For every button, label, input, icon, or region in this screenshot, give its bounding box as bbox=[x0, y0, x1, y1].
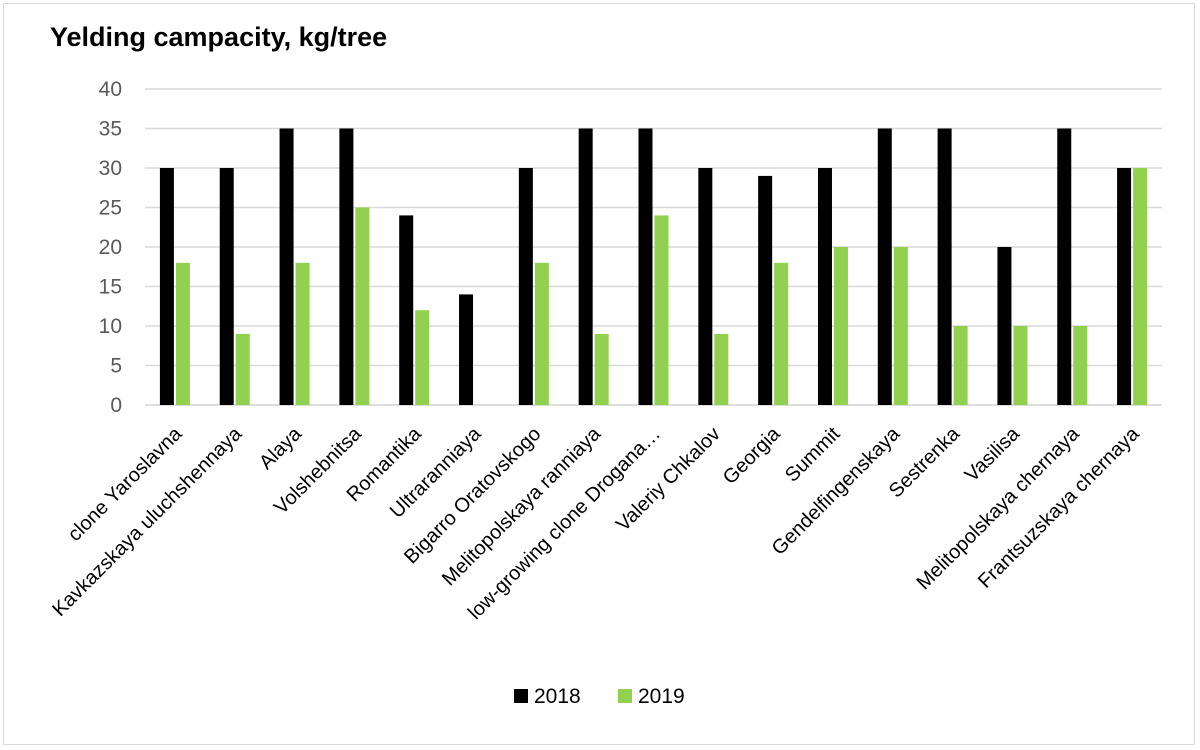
bar-2018-9 bbox=[638, 128, 653, 405]
bar-2019-9 bbox=[654, 215, 669, 405]
bar-2018-4 bbox=[339, 128, 354, 405]
bar-2018-8 bbox=[578, 128, 593, 405]
bar-2019-17 bbox=[1133, 168, 1148, 405]
legend-label-2019: 2019 bbox=[638, 685, 685, 708]
bar-2018-5 bbox=[399, 215, 414, 405]
legend-label-2018: 2018 bbox=[534, 685, 581, 708]
legend: 2018 2019 bbox=[514, 685, 685, 708]
bar-2018-17 bbox=[1117, 168, 1132, 405]
y-tick-label: 20 bbox=[99, 236, 122, 259]
y-tick-label: 25 bbox=[99, 197, 122, 220]
bar-2019-13 bbox=[893, 247, 908, 405]
bar-2019-11 bbox=[774, 262, 789, 405]
bar-2018-14 bbox=[937, 128, 952, 405]
gridlines bbox=[145, 88, 1162, 406]
bar-2019-4 bbox=[355, 207, 370, 405]
bar-2018-6 bbox=[459, 294, 474, 405]
bar-2018-16 bbox=[1057, 128, 1072, 405]
y-tick-label: 10 bbox=[99, 315, 122, 338]
bar-2019-8 bbox=[594, 333, 609, 405]
y-tick-label: 15 bbox=[99, 276, 122, 299]
legend-swatch-2019 bbox=[618, 689, 632, 703]
bar-2019-12 bbox=[833, 247, 848, 405]
bar-2019-10 bbox=[714, 333, 729, 405]
bar-2019-7 bbox=[534, 262, 549, 405]
bar-2018-12 bbox=[817, 168, 832, 405]
bar-2018-15 bbox=[997, 247, 1012, 405]
x-tick-label: Georgia bbox=[719, 422, 785, 488]
bar-2018-3 bbox=[279, 128, 294, 405]
bars bbox=[159, 128, 1148, 405]
y-tick-label: 5 bbox=[110, 355, 122, 378]
bar-2019-15 bbox=[1013, 326, 1028, 405]
bar-2018-7 bbox=[518, 168, 533, 405]
y-tick-label: 40 bbox=[99, 78, 122, 101]
y-axis: 0 5 10 15 20 25 30 35 40 bbox=[99, 78, 122, 417]
bar-2018-13 bbox=[877, 128, 892, 405]
bar-2019-14 bbox=[953, 326, 968, 405]
x-tick-label: Alaya bbox=[255, 422, 307, 474]
bar-2018-2 bbox=[219, 168, 234, 405]
y-tick-label: 0 bbox=[110, 394, 122, 417]
y-tick-label: 35 bbox=[99, 118, 122, 141]
y-tick-label: 30 bbox=[99, 157, 122, 180]
bar-2018-11 bbox=[758, 175, 773, 405]
bar-2019-16 bbox=[1073, 326, 1088, 405]
x-tick-label: Valeriy Chkalov bbox=[612, 423, 725, 536]
bar-2019-2 bbox=[235, 333, 250, 405]
bar-2018-1 bbox=[159, 168, 174, 405]
chart-title: Yelding campacity, kg/tree bbox=[50, 22, 388, 52]
legend-swatch-2018 bbox=[514, 689, 528, 703]
bar-2019-3 bbox=[295, 262, 310, 405]
bar-2019-1 bbox=[175, 262, 190, 405]
bar-2019-5 bbox=[415, 310, 430, 405]
bar-2018-10 bbox=[698, 168, 713, 405]
